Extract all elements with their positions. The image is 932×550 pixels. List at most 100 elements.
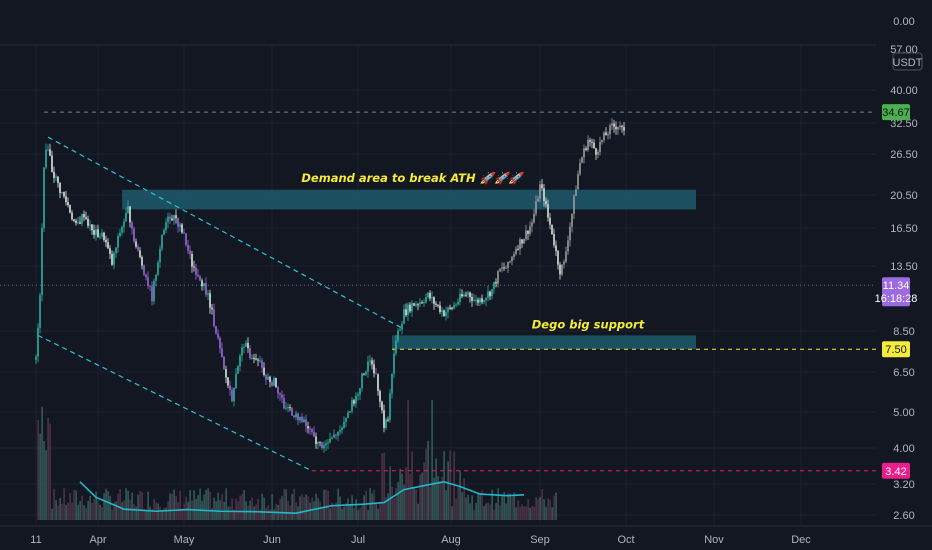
volume-bar — [287, 500, 289, 520]
candle-body — [319, 441, 321, 443]
y-tick-label: 6.50 — [893, 367, 914, 379]
volume-bar — [209, 491, 211, 520]
candle-body — [215, 326, 217, 334]
candle-body — [139, 250, 141, 257]
candle-body — [105, 240, 107, 243]
candle-body — [531, 222, 533, 227]
volume-bar — [185, 496, 187, 520]
candle-body — [363, 373, 365, 375]
volume-bar — [553, 495, 555, 520]
volume-bar — [555, 492, 557, 520]
support-zone — [392, 335, 696, 350]
volume-bar — [551, 507, 553, 520]
volume-bar — [95, 491, 97, 520]
candle-body — [375, 373, 377, 375]
volume-bar — [207, 488, 209, 520]
candle-body — [75, 220, 77, 224]
volume-bar — [199, 488, 201, 520]
volume-bar — [217, 492, 219, 520]
volume-bar — [383, 452, 385, 520]
volume-bar — [137, 494, 139, 520]
candle-body — [511, 256, 513, 262]
candle-body — [157, 262, 159, 275]
volume-bar — [333, 504, 335, 520]
candle-body — [341, 427, 343, 431]
candle-body — [315, 436, 317, 445]
volume-bar — [337, 488, 339, 520]
candle-body — [519, 239, 521, 250]
candle-body — [229, 385, 231, 391]
candle-body — [135, 241, 137, 247]
volume-bar — [257, 498, 259, 520]
candle-body — [403, 309, 405, 324]
candle-body — [495, 282, 497, 284]
candle-body — [55, 176, 57, 178]
candle-body — [411, 303, 413, 312]
volume-bar — [41, 406, 43, 520]
volume-bar — [231, 498, 233, 520]
candle-body — [547, 204, 549, 218]
volume-bar — [259, 509, 261, 520]
candle-body — [467, 292, 469, 295]
candle-body — [131, 222, 133, 229]
y-tick-label: 26.50 — [890, 149, 918, 161]
time-axis-panel[interactable] — [0, 526, 932, 550]
volume-bar — [293, 488, 295, 520]
candle-body — [313, 431, 315, 437]
candle-body — [405, 309, 407, 316]
volume-bar — [197, 495, 199, 520]
volume-bar — [119, 488, 121, 520]
x-tick-label: Dec — [791, 534, 811, 546]
candle-body — [439, 305, 441, 312]
volume-bar — [477, 493, 479, 520]
volume-bar — [69, 492, 71, 520]
volume-bar — [171, 493, 173, 520]
x-tick-label: 11 — [30, 534, 41, 546]
candle-body — [279, 393, 281, 395]
volume-bar — [451, 506, 453, 520]
candle-body — [69, 205, 71, 213]
volume-bar — [323, 489, 325, 520]
candle-body — [191, 254, 193, 267]
candle-body — [605, 132, 607, 136]
volume-bar — [357, 509, 359, 520]
low-badge-bg — [882, 462, 910, 479]
currency-label[interactable]: USDT — [892, 52, 923, 71]
candle-body — [521, 239, 523, 244]
volume-bar — [429, 486, 431, 520]
volume-bar — [89, 495, 91, 520]
candle-body — [595, 148, 597, 155]
candle-body — [323, 445, 325, 449]
volume-bar — [405, 467, 407, 520]
candle-body — [205, 283, 207, 295]
candle-body — [349, 411, 351, 413]
candle-body — [303, 419, 305, 423]
candle-body — [611, 123, 613, 126]
candle-body — [127, 206, 129, 213]
volume-bar — [57, 505, 59, 520]
candle-body — [293, 415, 295, 418]
demand-zone-label: Demand area to break ATH 🚀🚀🚀 — [301, 171, 525, 185]
x-tick-label: Sep — [530, 534, 550, 546]
candle-body — [483, 300, 485, 303]
volume-bar — [135, 506, 137, 520]
price-scale-panel[interactable] — [876, 0, 932, 526]
volume-bar — [261, 493, 263, 520]
candle-body — [97, 229, 99, 238]
candle-body — [225, 369, 227, 378]
volume-bar — [213, 497, 215, 520]
candle-body — [199, 276, 201, 281]
current-price-badge-bg — [882, 277, 910, 307]
volume-bar — [475, 502, 477, 520]
volume-bar — [507, 493, 509, 520]
candle-body — [459, 294, 461, 302]
candle-body — [287, 407, 289, 409]
candle-body — [393, 353, 395, 374]
candle-body — [73, 219, 75, 221]
volume-bar — [391, 486, 393, 520]
candle-body — [447, 307, 449, 313]
volume-bar — [539, 496, 541, 520]
volume-bar — [109, 495, 111, 520]
candle-body — [445, 312, 447, 316]
